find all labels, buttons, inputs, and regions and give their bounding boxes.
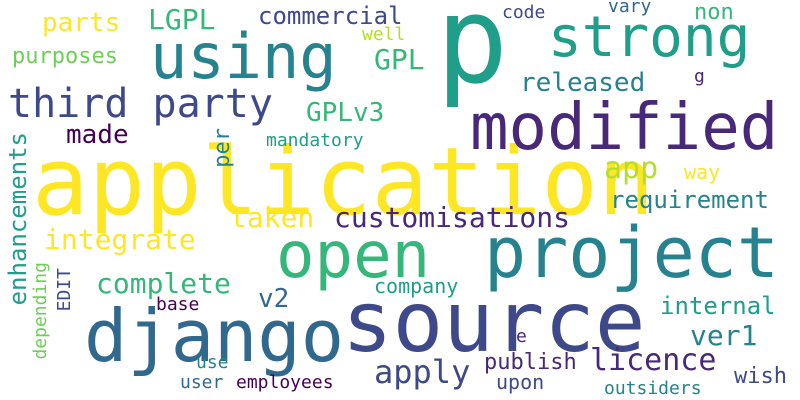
word-well: well — [362, 24, 406, 45]
word-depending: depending — [30, 262, 51, 360]
word-company: company — [374, 274, 459, 298]
word-LGPL: LGPL — [148, 3, 216, 36]
word-GPLv3: GPLv3 — [306, 98, 385, 128]
word-non: non — [694, 0, 734, 25]
word-outsiders: outsiders — [604, 378, 702, 399]
word-modified: modified — [470, 91, 779, 165]
word-purposes: purposes — [12, 44, 118, 69]
word-made: made — [66, 120, 129, 150]
word-publish: publish — [484, 350, 577, 375]
word-source: source — [342, 273, 646, 371]
word-GPL: GPL — [374, 43, 425, 76]
word-django: django — [84, 294, 345, 378]
word-vary: vary — [608, 0, 652, 17]
word-open: open — [276, 219, 431, 293]
word-parts: parts — [42, 8, 121, 38]
word-using: using — [150, 20, 337, 93]
word-p: p — [436, 0, 509, 111]
word-requirement: requirement — [610, 186, 769, 214]
word-per: per — [210, 128, 235, 168]
word-project: project — [484, 212, 780, 294]
word-licence: licence — [590, 343, 717, 378]
word-internal: internal — [660, 292, 776, 320]
word-apply: apply — [374, 353, 471, 391]
word-complete: complete — [96, 267, 231, 300]
word-third-party: third party — [8, 81, 273, 127]
word-app: app — [604, 151, 659, 186]
word-g: g — [694, 66, 705, 87]
word-released: released — [520, 68, 646, 98]
word-e: e — [516, 326, 527, 347]
word-use: use — [196, 352, 229, 373]
word-wish: wish — [734, 364, 787, 389]
word-v2: v2 — [258, 284, 290, 314]
word-EDIT: EDIT — [54, 268, 75, 312]
word-mandatory: mandatory — [266, 130, 364, 151]
word-strong: strong — [548, 5, 751, 70]
word-employees: employees — [236, 372, 334, 393]
word-integrate: integrate — [44, 223, 196, 256]
word-commercial: commercial — [258, 2, 403, 30]
word-base: base — [156, 294, 200, 315]
word-enhancements: enhancements — [4, 132, 32, 306]
word-user: user — [180, 372, 224, 393]
word-ver1: ver1 — [690, 319, 758, 352]
word-code: code — [502, 2, 546, 23]
word-upon: upon — [496, 370, 545, 394]
word-way: way — [684, 160, 721, 184]
word-taken: taken — [230, 201, 315, 234]
word-application: application — [32, 128, 655, 237]
word-customisations: customisations — [334, 201, 571, 234]
